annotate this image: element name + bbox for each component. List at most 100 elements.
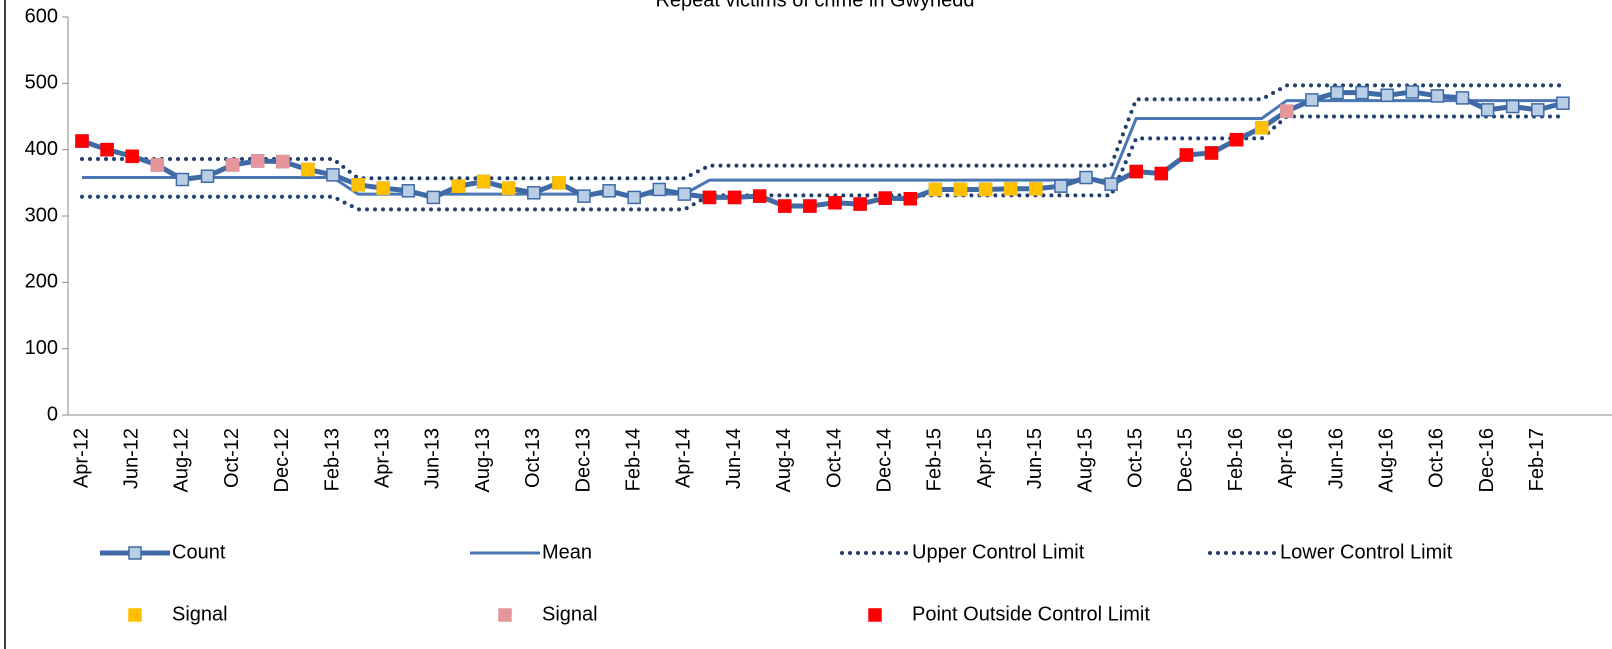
- x-tick-label: Apr-12: [70, 428, 92, 488]
- x-tick-label: Aug-16: [1375, 428, 1397, 493]
- series-line: [82, 99, 1563, 196]
- legend-item: Count: [100, 541, 226, 563]
- point: [125, 149, 139, 164]
- point: [1179, 148, 1194, 162]
- point: [602, 184, 616, 198]
- x-tick-label: Apr-16: [1275, 428, 1297, 488]
- y-tick-label: 400: [25, 138, 58, 160]
- point: [426, 190, 441, 205]
- x-tick-label: Aug-12: [171, 428, 193, 493]
- point: [175, 172, 190, 187]
- x-tick-label: Aug-15: [1074, 428, 1096, 493]
- point: [652, 182, 667, 197]
- legend-label: Upper Control Limit: [912, 541, 1085, 563]
- x-tick-label: Feb-17: [1526, 428, 1548, 491]
- x-tick-label: Oct-13: [522, 428, 544, 488]
- y-tick-label: 500: [25, 72, 58, 94]
- point: [853, 197, 867, 211]
- point: [1405, 85, 1420, 99]
- point: [1380, 88, 1394, 103]
- point: [1029, 182, 1043, 196]
- legend-swatch: [128, 546, 142, 560]
- legend-item: Upper Control Limit: [840, 541, 1085, 563]
- x-tick-label: Feb-16: [1225, 428, 1247, 491]
- legend-item: Point Outside Control Limit: [868, 603, 1150, 625]
- x-tick-label: Jun-14: [723, 428, 745, 489]
- x-tick-label: Feb-15: [924, 428, 946, 491]
- point: [351, 178, 365, 192]
- x-tick-label: Apr-13: [371, 428, 393, 488]
- x-tick-label: Oct-12: [221, 428, 243, 488]
- series-line: [80, 83, 1565, 181]
- point: [978, 182, 993, 197]
- point: [1129, 164, 1143, 179]
- point: [1531, 103, 1545, 117]
- point: [527, 186, 541, 200]
- legend-label: Lower Control Limit: [1280, 541, 1453, 563]
- legend-swatch: [128, 608, 142, 622]
- point: [1280, 104, 1294, 118]
- legend-label: Signal: [172, 603, 228, 625]
- x-tick-label: Dec-13: [572, 428, 594, 492]
- point: [928, 182, 943, 197]
- legend-label: Count: [172, 541, 226, 563]
- x-tick-label: Dec-15: [1175, 428, 1197, 492]
- x-tick-label: Dec-12: [271, 428, 293, 492]
- chart-frame: [4, 0, 6, 649]
- series-line: [80, 114, 1565, 212]
- x-tick-label: Apr-15: [974, 428, 996, 488]
- x-tick-label: Feb-13: [321, 428, 343, 491]
- point: [1455, 91, 1470, 105]
- x-tick-label: Feb-14: [622, 428, 644, 491]
- y-tick-label: 600: [25, 5, 58, 27]
- legend-item: Signal: [498, 603, 598, 625]
- point: [376, 181, 390, 195]
- legend-item: Signal: [128, 603, 228, 625]
- point: [677, 187, 692, 201]
- point: [451, 179, 466, 193]
- point: [1305, 93, 1319, 107]
- x-tick-label: Oct-14: [823, 428, 845, 488]
- point: [501, 181, 516, 195]
- legend-label: Signal: [542, 603, 598, 625]
- point: [150, 158, 165, 172]
- point: [903, 192, 918, 206]
- point: [953, 182, 968, 197]
- point: [1003, 182, 1018, 196]
- x-tick-label: Apr-14: [673, 428, 695, 488]
- point: [1154, 166, 1169, 181]
- y-tick-label: 0: [47, 403, 58, 425]
- point: [1204, 146, 1219, 160]
- x-tick-label: Oct-15: [1124, 428, 1146, 488]
- point: [1430, 89, 1445, 103]
- point: [100, 142, 114, 157]
- point: [552, 176, 566, 190]
- point: [250, 154, 265, 168]
- point: [476, 174, 491, 189]
- point: [702, 190, 717, 205]
- point: [1054, 179, 1068, 193]
- y-tick-label: 100: [25, 337, 58, 359]
- point: [1254, 121, 1269, 135]
- point: [627, 190, 641, 205]
- point: [1104, 177, 1118, 191]
- x-tick-label: Jun-16: [1325, 428, 1347, 489]
- point: [301, 162, 315, 177]
- legend-label: Point Outside Control Limit: [912, 603, 1150, 625]
- point: [752, 189, 767, 203]
- legend-item: Mean: [470, 541, 592, 563]
- x-tick-label: Jun-13: [422, 428, 444, 489]
- x-tick-label: Aug-13: [472, 428, 494, 493]
- x-tick-label: Aug-14: [773, 428, 795, 493]
- point: [1229, 132, 1244, 147]
- point: [727, 190, 742, 205]
- point: [1355, 85, 1369, 100]
- legend-item: Lower Control Limit: [1208, 541, 1453, 563]
- legend-label: Mean: [542, 541, 592, 563]
- point: [1480, 103, 1495, 117]
- point: [828, 195, 842, 210]
- point: [326, 168, 340, 182]
- point: [225, 158, 240, 172]
- point: [1556, 96, 1570, 110]
- y-tick-label: 200: [25, 271, 58, 293]
